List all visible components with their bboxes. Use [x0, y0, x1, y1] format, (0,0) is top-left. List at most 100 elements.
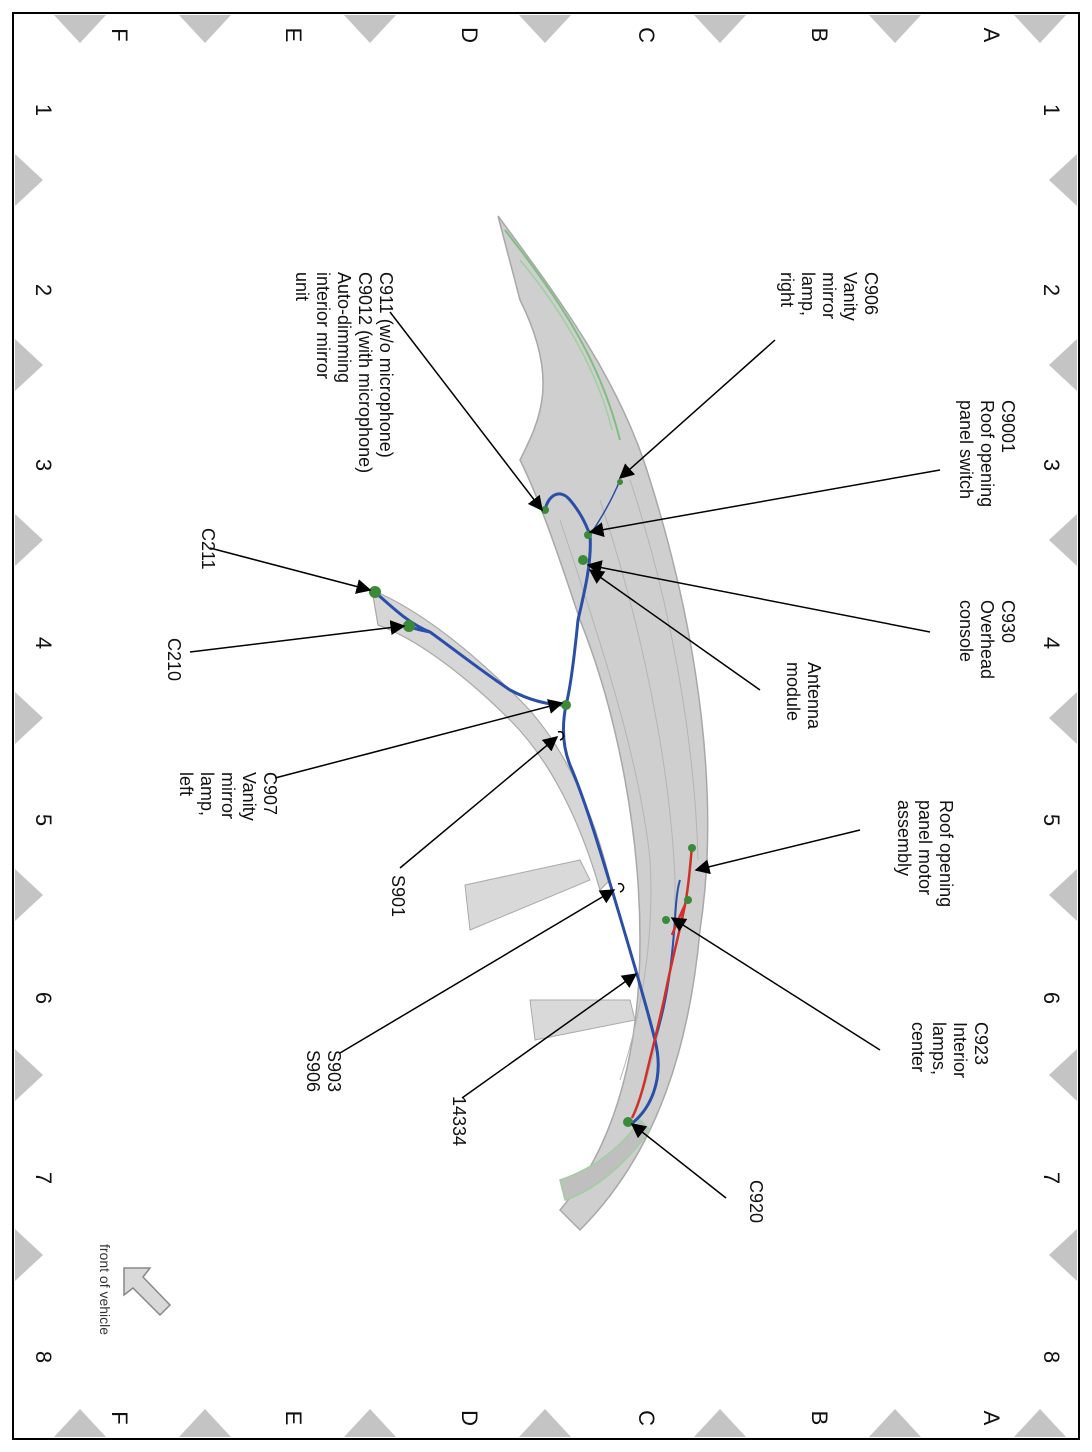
grid-col-label-text: 2: [1039, 284, 1064, 296]
grid-triangle-right: [1049, 1049, 1077, 1101]
grid-row-label: D: [457, 1410, 482, 1426]
grid-row-label: B: [807, 1411, 832, 1426]
connector-c920: [623, 1117, 633, 1127]
callout-14334: 14334: [449, 1096, 469, 1146]
grid-triangle-left: [15, 514, 43, 566]
grid-row-label-text: C: [634, 1410, 659, 1426]
c906-line: mirror: [819, 272, 839, 319]
c911-line: C911 (w/o microphone): [376, 272, 396, 458]
grid-triangle-right: [1049, 154, 1077, 206]
c907-line: left: [176, 772, 196, 796]
grid-triangle-top: [519, 15, 571, 43]
callout-roof-motor: Roof opening panel motor assembly: [894, 800, 956, 907]
grid-col-label-text: 5: [31, 814, 56, 826]
grid-col-label: 1: [1039, 104, 1064, 116]
grid-col-label: 7: [31, 1172, 56, 1184]
grid-triangle-left: [15, 692, 43, 744]
grid-row-label: E: [281, 28, 306, 43]
grid-row-label-text: F: [107, 1411, 132, 1424]
grid-triangle-bottom: [344, 1409, 396, 1437]
grid-col-label: 8: [31, 1351, 56, 1363]
connector-roof-motor: [688, 844, 696, 852]
grid-col-label-text: 4: [1039, 637, 1064, 649]
c911-line: unit: [292, 272, 312, 301]
grid-col-label-text: 3: [31, 459, 56, 471]
grid-triangle-right: [1049, 869, 1077, 921]
callout-c906: C906 Vanity mirror lamp, right: [777, 272, 881, 321]
c9001-line: Roof opening: [977, 400, 997, 507]
grid-col-label: 2: [1039, 284, 1064, 296]
callout-c920: C920: [746, 1180, 766, 1223]
grid-col-label: 4: [1039, 637, 1064, 649]
grid-col-label-text: 3: [1039, 459, 1064, 471]
c906-line: C906: [861, 272, 881, 315]
grid-triangle-bottom: [1014, 1409, 1066, 1437]
harness-blue: [373, 492, 681, 1127]
c923-line: lamps,: [929, 1022, 949, 1075]
grid-triangle-right: [1049, 514, 1077, 566]
grid-col-label-text: 1: [1039, 104, 1064, 116]
grid-row-label: A: [979, 1411, 1004, 1426]
c906-line: Vanity: [840, 272, 860, 321]
c9001-line: panel switch: [956, 400, 976, 499]
grid-triangle-right: [1049, 692, 1077, 744]
connector-c923: [662, 916, 670, 924]
grid-col-label: 7: [1039, 1172, 1064, 1184]
grid-triangle-bottom: [54, 1409, 106, 1437]
grid-col-label: 1: [31, 104, 56, 116]
grid-triangle-top: [344, 15, 396, 43]
splice-s901: [557, 730, 565, 741]
grid-col-label-text: 8: [1039, 1351, 1064, 1363]
c930-line: Overhead: [977, 600, 997, 679]
grid-row-label-text: E: [281, 28, 306, 43]
c923-line: C923: [971, 1022, 991, 1065]
grid-row-label: C: [634, 27, 659, 43]
callout-s903: S903 S906: [303, 1050, 344, 1092]
grid-col-label: 2: [31, 284, 56, 296]
grid-col-label-text: 4: [31, 637, 56, 649]
grid-col-label: 6: [1039, 992, 1064, 1004]
grid-triangle-top: [54, 15, 106, 43]
callout-c911: C911 (w/o microphone) C9012 (with microp…: [292, 272, 396, 473]
grid-col-label: 5: [1039, 814, 1064, 826]
connector-c906: [617, 479, 623, 485]
grid-row-label: F: [107, 28, 132, 41]
c923-line: center: [908, 1022, 928, 1072]
connector-c210: [403, 620, 415, 632]
c907-line: lamp,: [197, 772, 217, 816]
c9001-line: C9001: [998, 400, 1018, 453]
grid-col-label: 3: [31, 459, 56, 471]
grid-triangle-right: [1049, 339, 1077, 391]
callout-c9001: C9001 Roof opening panel switch: [956, 400, 1018, 507]
connector-c930: [578, 555, 588, 565]
roof-motor-line: Roof opening: [936, 800, 956, 907]
grid-triangle-top: [694, 15, 746, 43]
grid-col-label-text: 5: [1039, 814, 1064, 826]
c907-line: mirror: [218, 772, 238, 819]
grid-col-label-text: 2: [31, 284, 56, 296]
c911-line: C9012 (with microphone): [355, 272, 375, 473]
splice-s903: [617, 882, 625, 893]
c211-line: C211: [198, 528, 218, 570]
connector-roof-motor-2: [684, 896, 692, 904]
grid-col-label-text: 6: [31, 992, 56, 1004]
grid-col-label: 3: [1039, 459, 1064, 471]
grid-row-label: F: [107, 1411, 132, 1424]
c906-line: right: [777, 272, 797, 307]
grid-col-label: 6: [31, 992, 56, 1004]
grid-row-label-text: A: [979, 28, 1004, 43]
leader-lines: [189, 311, 941, 1199]
c907-line: Vanity: [239, 772, 259, 821]
grid-col-label: 4: [31, 637, 56, 649]
grid-row-label-text: A: [979, 1411, 1004, 1426]
s901-line: S901: [388, 875, 408, 917]
grid-col-label-text: 6: [1039, 992, 1064, 1004]
grid-col-label: 8: [1039, 1351, 1064, 1363]
grid-col-label-text: 7: [1039, 1172, 1064, 1184]
callout-c210: C210: [164, 638, 184, 681]
callout-c930: C930 Overhead console: [956, 600, 1018, 679]
connector-c907: [561, 700, 571, 710]
grid-triangle-left: [15, 869, 43, 921]
grid-triangle-bottom: [179, 1409, 231, 1437]
